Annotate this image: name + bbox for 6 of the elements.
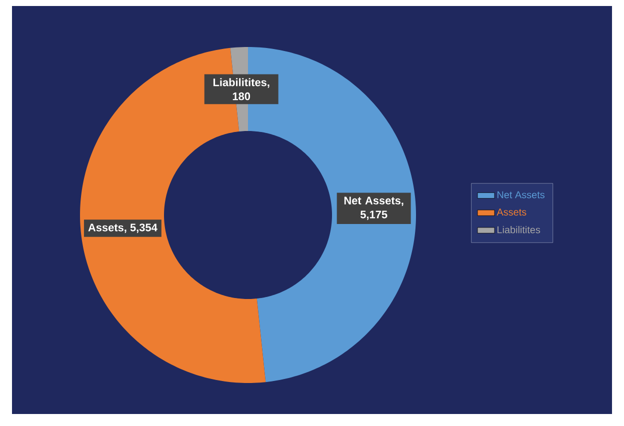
legend-label: Net Assets xyxy=(498,191,545,198)
data-label: Liabilitites, 180 xyxy=(213,78,270,100)
legend-label: Liabilitites xyxy=(498,226,540,234)
data-label: Net Assets, 5,175 xyxy=(344,196,404,220)
legend-label: Assets xyxy=(496,208,526,216)
data-label: Assets, 5,354 xyxy=(88,224,158,233)
